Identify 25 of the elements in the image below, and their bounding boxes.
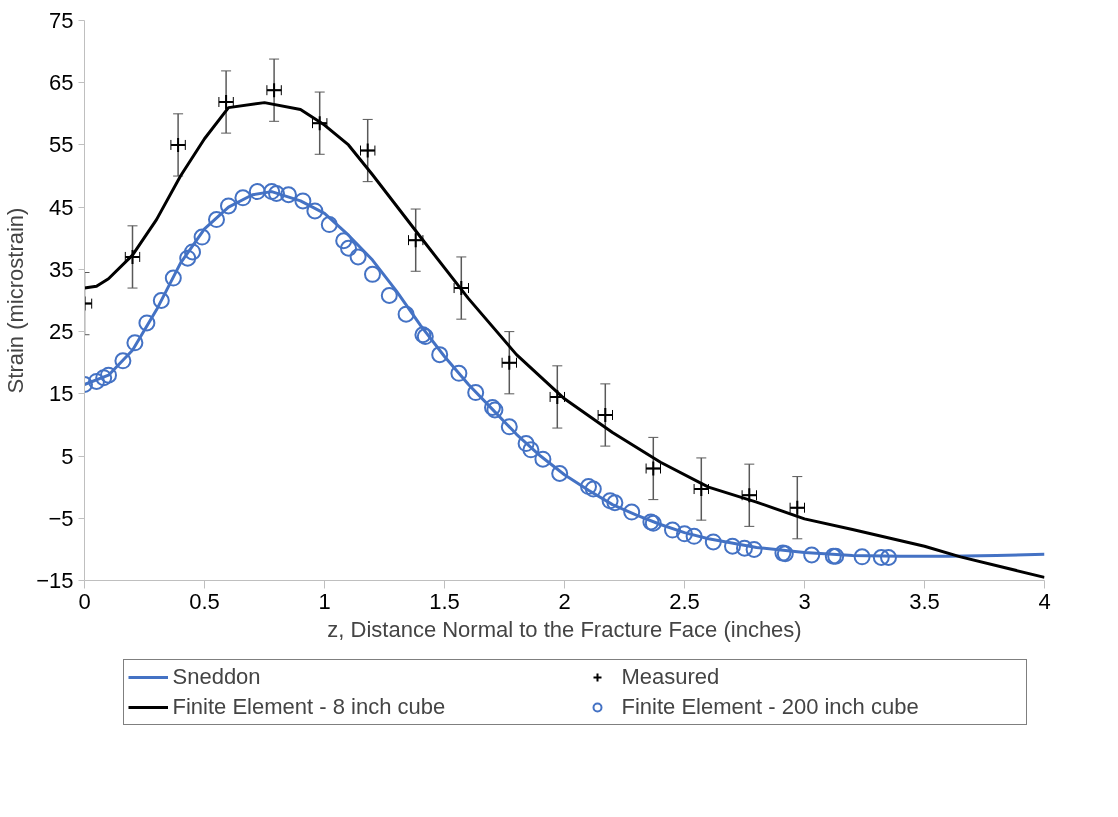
- legend-label: Finite Element - 200 inch cube: [621, 693, 920, 720]
- x-tick-label: 1: [318, 588, 331, 614]
- x-tick-label: 2.5: [669, 588, 700, 614]
- y-tick-label: 45: [49, 194, 74, 220]
- x-tick-label: 3: [798, 588, 811, 614]
- y-axis-title: Strain (microstrain): [3, 207, 29, 394]
- y-tick-label: 5: [61, 443, 74, 469]
- y-tick-label: 55: [49, 132, 74, 158]
- y-tick-label: 15: [49, 381, 74, 407]
- x-tick-label: 1.5: [429, 588, 460, 614]
- y-tick-label: 35: [49, 256, 74, 282]
- legend-label: Sneddon: [172, 663, 262, 690]
- legend-label: Measured: [621, 663, 721, 690]
- y-tick-label: 75: [49, 8, 74, 33]
- x-tick-label: 4: [1038, 588, 1051, 614]
- legend-label: Finite Element - 8 inch cube: [172, 693, 447, 720]
- x-tick-label: 0: [78, 588, 91, 614]
- x-tick-label: 0.5: [189, 588, 220, 614]
- x-tick-label: 2: [558, 588, 571, 614]
- x-tick-label: 3.5: [909, 588, 940, 614]
- y-tick-label: 25: [49, 319, 74, 345]
- y-tick-label: 65: [49, 70, 74, 96]
- x-axis-title: z, Distance Normal to the Fracture Face (inches): [327, 616, 802, 642]
- y-tick-label: −15: [36, 568, 74, 593]
- y-tick-label: −5: [48, 505, 74, 531]
